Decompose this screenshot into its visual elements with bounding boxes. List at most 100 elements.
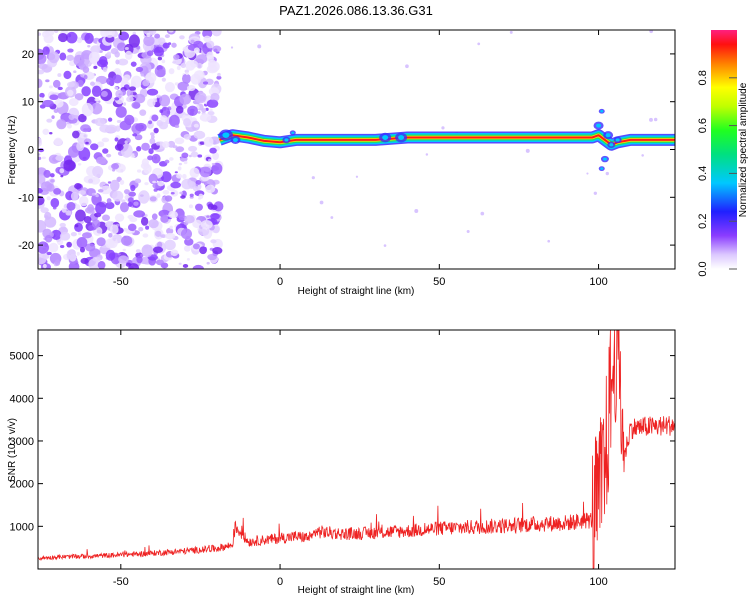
spectrogram-y-tick-label: 10 [22, 97, 34, 109]
noise-blob [122, 248, 126, 252]
noise-blob [162, 190, 170, 195]
noise-blob [209, 99, 219, 108]
noise-blob [162, 42, 170, 49]
noise-blob [107, 181, 112, 184]
noise-blob [43, 169, 51, 178]
noise-blob [94, 117, 106, 127]
noise-blob [213, 48, 218, 53]
noise-blob [206, 40, 215, 49]
noise-blob [170, 191, 175, 195]
noise-blob [199, 166, 212, 178]
snr-panel: -50 0 50 100 1000 2000 3000 4000 5000 Height of… [7, 329, 676, 596]
noise-blob [160, 106, 171, 118]
snr-x-tick-label: 0 [277, 576, 283, 588]
noise-blob [42, 51, 49, 55]
noise-blob [65, 210, 72, 216]
noise-blob [147, 155, 154, 161]
noise-blob [76, 237, 88, 249]
noise-blob [38, 241, 49, 254]
noise-blob [74, 183, 82, 190]
noise-blob [133, 210, 146, 218]
noise-blob [98, 55, 108, 66]
noise-blob [96, 156, 107, 165]
noise-blob [74, 222, 83, 233]
noise-blob [158, 37, 166, 46]
snr-x-tick-label: -50 [113, 576, 129, 588]
noise-dot [525, 148, 530, 153]
noise-blob [114, 213, 125, 222]
noise-blob [180, 195, 186, 199]
noise-blob [92, 165, 104, 178]
noise-blob [128, 263, 140, 269]
noise-blob [80, 124, 91, 133]
noise-blob [73, 54, 85, 67]
spectrogram-plot-area [38, 30, 675, 269]
colorbar-tick-label: 0.0 [697, 261, 709, 276]
noise-dot [466, 229, 470, 233]
noise-blob [167, 140, 176, 148]
snr-frame [37, 329, 676, 570]
noise-blob [74, 224, 79, 228]
noise-blob [79, 132, 88, 139]
noise-blob [206, 65, 218, 74]
noise-blob [199, 113, 212, 122]
noise-blob [189, 193, 194, 197]
noise-blob [40, 207, 49, 214]
noise-blob [211, 162, 216, 166]
noise-blob [117, 253, 121, 256]
noise-blob [118, 93, 122, 96]
snr-x-ticks: -50 0 50 100 [113, 330, 608, 588]
noise-blob [124, 114, 135, 126]
noise-blob [130, 61, 137, 67]
noise-blob [105, 249, 116, 261]
noise-blob [178, 162, 183, 166]
noise-blob [38, 183, 42, 188]
noise-dot [230, 46, 234, 49]
noise-blob [164, 159, 170, 164]
noise-blob [81, 232, 92, 239]
colorbar-ticks: 0.0 0.2 0.4 0.6 0.8 [697, 70, 737, 277]
noise-blob [87, 45, 91, 48]
noise-dot [586, 172, 589, 175]
noise-blob [127, 197, 134, 203]
noise-blob [46, 118, 53, 123]
noise-blob [66, 31, 78, 44]
noise-blob [97, 260, 106, 269]
noise-blob [141, 142, 150, 151]
noise-blob [210, 204, 218, 211]
snr-series-line [38, 330, 675, 569]
colorbar-tick-label: 0.8 [697, 70, 709, 85]
noise-blob [207, 111, 215, 116]
noise-blob [46, 44, 51, 48]
noise-blob [190, 151, 199, 158]
noise-blob [79, 195, 89, 207]
noise-blob [59, 52, 67, 61]
noise-blob [201, 108, 207, 113]
noise-blob [83, 75, 88, 80]
noise-blob [49, 173, 55, 178]
noise-blob [102, 148, 109, 154]
noise-blob [193, 123, 199, 128]
noise-blob [157, 56, 163, 61]
noise-blob [192, 185, 199, 192]
noise-blob [48, 242, 59, 253]
noise-blob [81, 102, 94, 117]
ridge-blob-core [609, 143, 614, 147]
ridge-blob-core [222, 132, 230, 138]
noise-blob [88, 178, 94, 184]
noise-blob [79, 246, 85, 253]
noise-blob [112, 74, 123, 84]
ridge-blob-core [232, 137, 238, 142]
noise-blob [77, 163, 82, 166]
noise-blob [84, 206, 97, 214]
snr-x-tick-label: 50 [433, 576, 445, 588]
ridge-blob-core [382, 135, 389, 140]
figure-title: PAZ1.2026.086.13.36.G31 [279, 3, 433, 18]
noise-blob [105, 201, 115, 210]
noise-blob [94, 98, 100, 102]
noise-dot [330, 216, 334, 219]
noise-blob [130, 81, 137, 88]
noise-blob [160, 115, 168, 122]
noise-dot [383, 244, 387, 247]
